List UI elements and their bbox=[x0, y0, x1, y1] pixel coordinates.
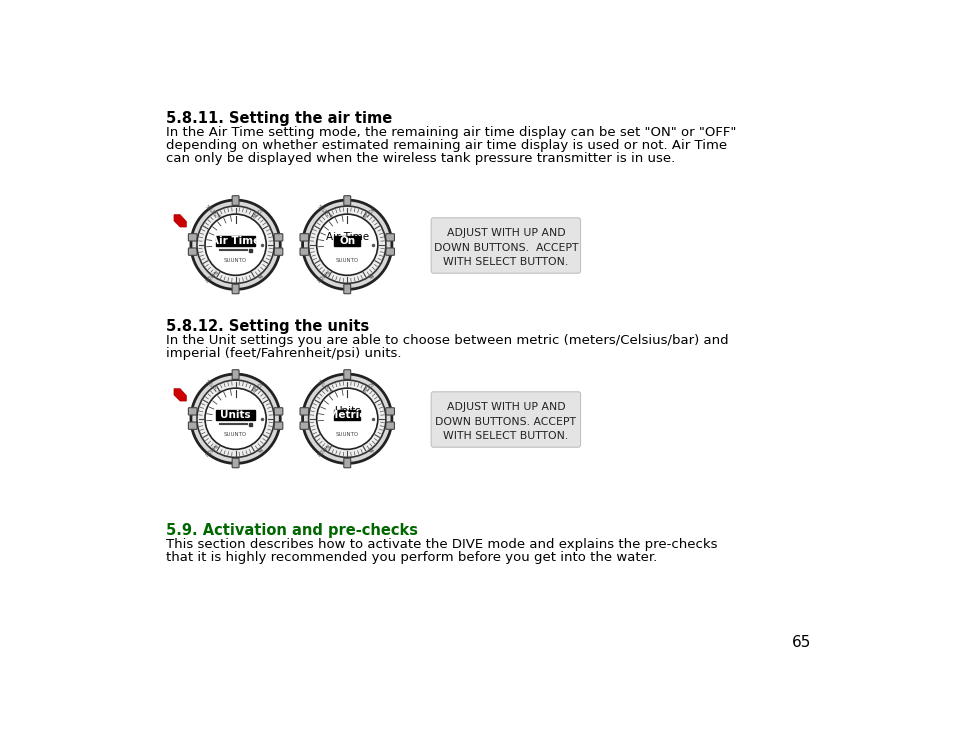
FancyBboxPatch shape bbox=[232, 196, 239, 206]
Text: 5.8.11. Setting the air time: 5.8.11. Setting the air time bbox=[166, 110, 392, 125]
FancyBboxPatch shape bbox=[188, 248, 197, 256]
Text: MODE: MODE bbox=[363, 380, 377, 393]
Text: Units: Units bbox=[334, 406, 360, 416]
Circle shape bbox=[308, 206, 385, 284]
Text: On: On bbox=[339, 236, 355, 246]
FancyBboxPatch shape bbox=[299, 248, 309, 256]
Bar bbox=[249, 423, 252, 426]
Polygon shape bbox=[173, 215, 186, 227]
Text: ADJUST WITH UP AND: ADJUST WITH UP AND bbox=[446, 402, 564, 412]
FancyBboxPatch shape bbox=[431, 218, 580, 273]
Text: UP: UP bbox=[254, 273, 263, 281]
FancyBboxPatch shape bbox=[299, 422, 309, 429]
Text: DOWN: DOWN bbox=[205, 270, 220, 284]
Text: SELECT: SELECT bbox=[315, 205, 333, 221]
FancyBboxPatch shape bbox=[188, 234, 197, 241]
Bar bbox=[334, 236, 360, 246]
Text: In the Air Time setting mode, the remaining air time display can be set "ON" or : In the Air Time setting mode, the remain… bbox=[166, 126, 736, 139]
Text: UP: UP bbox=[366, 447, 375, 455]
Text: SUUNTO: SUUNTO bbox=[335, 432, 358, 437]
Text: This section describes how to activate the DIVE mode and explains the pre-checks: This section describes how to activate t… bbox=[166, 538, 717, 551]
FancyBboxPatch shape bbox=[431, 392, 580, 448]
Circle shape bbox=[302, 200, 392, 290]
FancyBboxPatch shape bbox=[274, 407, 282, 415]
Polygon shape bbox=[173, 389, 186, 401]
Circle shape bbox=[196, 206, 274, 284]
Circle shape bbox=[205, 388, 266, 449]
FancyBboxPatch shape bbox=[343, 284, 351, 294]
Circle shape bbox=[191, 374, 280, 463]
Text: that it is highly recommended you perform before you get into the water.: that it is highly recommended you perfor… bbox=[166, 551, 657, 564]
FancyBboxPatch shape bbox=[274, 234, 282, 241]
Circle shape bbox=[191, 200, 280, 290]
Text: MODE: MODE bbox=[252, 206, 266, 219]
Bar bbox=[249, 249, 252, 252]
Circle shape bbox=[205, 214, 266, 275]
Text: 5.8.12. Setting the units: 5.8.12. Setting the units bbox=[166, 318, 369, 333]
Text: SUUNTO: SUUNTO bbox=[224, 432, 247, 437]
Text: SUUNTO: SUUNTO bbox=[335, 258, 358, 263]
FancyBboxPatch shape bbox=[188, 407, 197, 415]
Text: MODE: MODE bbox=[363, 206, 377, 219]
FancyBboxPatch shape bbox=[274, 248, 282, 256]
Text: SELECT: SELECT bbox=[204, 205, 221, 221]
Text: DOWN BUTTONS.  ACCEPT: DOWN BUTTONS. ACCEPT bbox=[434, 243, 578, 253]
FancyBboxPatch shape bbox=[299, 234, 309, 241]
FancyBboxPatch shape bbox=[385, 248, 394, 256]
Text: UP: UP bbox=[254, 447, 263, 455]
FancyBboxPatch shape bbox=[274, 422, 282, 429]
FancyBboxPatch shape bbox=[299, 407, 309, 415]
Text: DOWN: DOWN bbox=[316, 444, 332, 458]
FancyBboxPatch shape bbox=[343, 196, 351, 206]
FancyBboxPatch shape bbox=[343, 370, 351, 380]
Text: Air Time: Air Time bbox=[325, 232, 369, 242]
Text: SELECT: SELECT bbox=[204, 379, 221, 395]
FancyBboxPatch shape bbox=[232, 458, 239, 468]
Text: Units: Units bbox=[220, 410, 251, 420]
Text: SELECT: SELECT bbox=[315, 379, 333, 395]
Circle shape bbox=[308, 380, 385, 457]
Text: ADJUST WITH UP AND: ADJUST WITH UP AND bbox=[446, 228, 564, 238]
Circle shape bbox=[316, 388, 377, 449]
Text: DOWN: DOWN bbox=[205, 444, 220, 458]
Text: UP: UP bbox=[366, 273, 375, 281]
FancyBboxPatch shape bbox=[385, 422, 394, 429]
Text: DOWN BUTTONS. ACCEPT: DOWN BUTTONS. ACCEPT bbox=[435, 417, 576, 426]
Bar bbox=[334, 411, 360, 420]
Text: In the Unit settings you are able to choose between metric (meters/Celsius/bar) : In the Unit settings you are able to cho… bbox=[166, 334, 728, 347]
Text: MODE: MODE bbox=[252, 380, 266, 393]
Bar bbox=[215, 410, 255, 420]
Text: Metric: Metric bbox=[328, 411, 366, 420]
Text: 5.9. Activation and pre-checks: 5.9. Activation and pre-checks bbox=[166, 522, 417, 538]
FancyBboxPatch shape bbox=[343, 458, 351, 468]
FancyBboxPatch shape bbox=[188, 422, 197, 429]
Text: can only be displayed when the wireless tank pressure transmitter is in use.: can only be displayed when the wireless … bbox=[166, 152, 675, 166]
Circle shape bbox=[196, 380, 274, 457]
Text: imperial (feet/Fahrenheit/psi) units.: imperial (feet/Fahrenheit/psi) units. bbox=[166, 347, 401, 360]
Text: 65: 65 bbox=[791, 635, 811, 649]
FancyBboxPatch shape bbox=[385, 234, 394, 241]
Text: Air Time: Air Time bbox=[211, 236, 260, 246]
Text: SUUNTO: SUUNTO bbox=[224, 258, 247, 263]
Text: WITH SELECT BUTTON.: WITH SELECT BUTTON. bbox=[443, 257, 568, 267]
FancyBboxPatch shape bbox=[232, 370, 239, 380]
Bar bbox=[215, 236, 255, 246]
FancyBboxPatch shape bbox=[385, 407, 394, 415]
Text: WITH SELECT BUTTON.: WITH SELECT BUTTON. bbox=[443, 431, 568, 442]
FancyBboxPatch shape bbox=[232, 284, 239, 294]
Text: depending on whether estimated remaining air time display is used or not. Air Ti: depending on whether estimated remaining… bbox=[166, 139, 726, 152]
Text: DOWN: DOWN bbox=[316, 270, 332, 284]
Circle shape bbox=[316, 214, 377, 275]
Circle shape bbox=[302, 374, 392, 463]
